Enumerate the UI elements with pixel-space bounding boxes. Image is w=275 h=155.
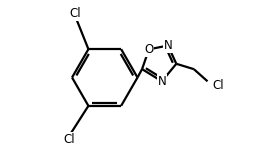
- Text: Cl: Cl: [64, 133, 75, 146]
- Text: N: N: [164, 39, 172, 52]
- Text: Cl: Cl: [70, 7, 81, 20]
- Text: N: N: [158, 75, 166, 88]
- Text: Cl: Cl: [212, 79, 224, 92]
- Text: O: O: [144, 43, 153, 56]
